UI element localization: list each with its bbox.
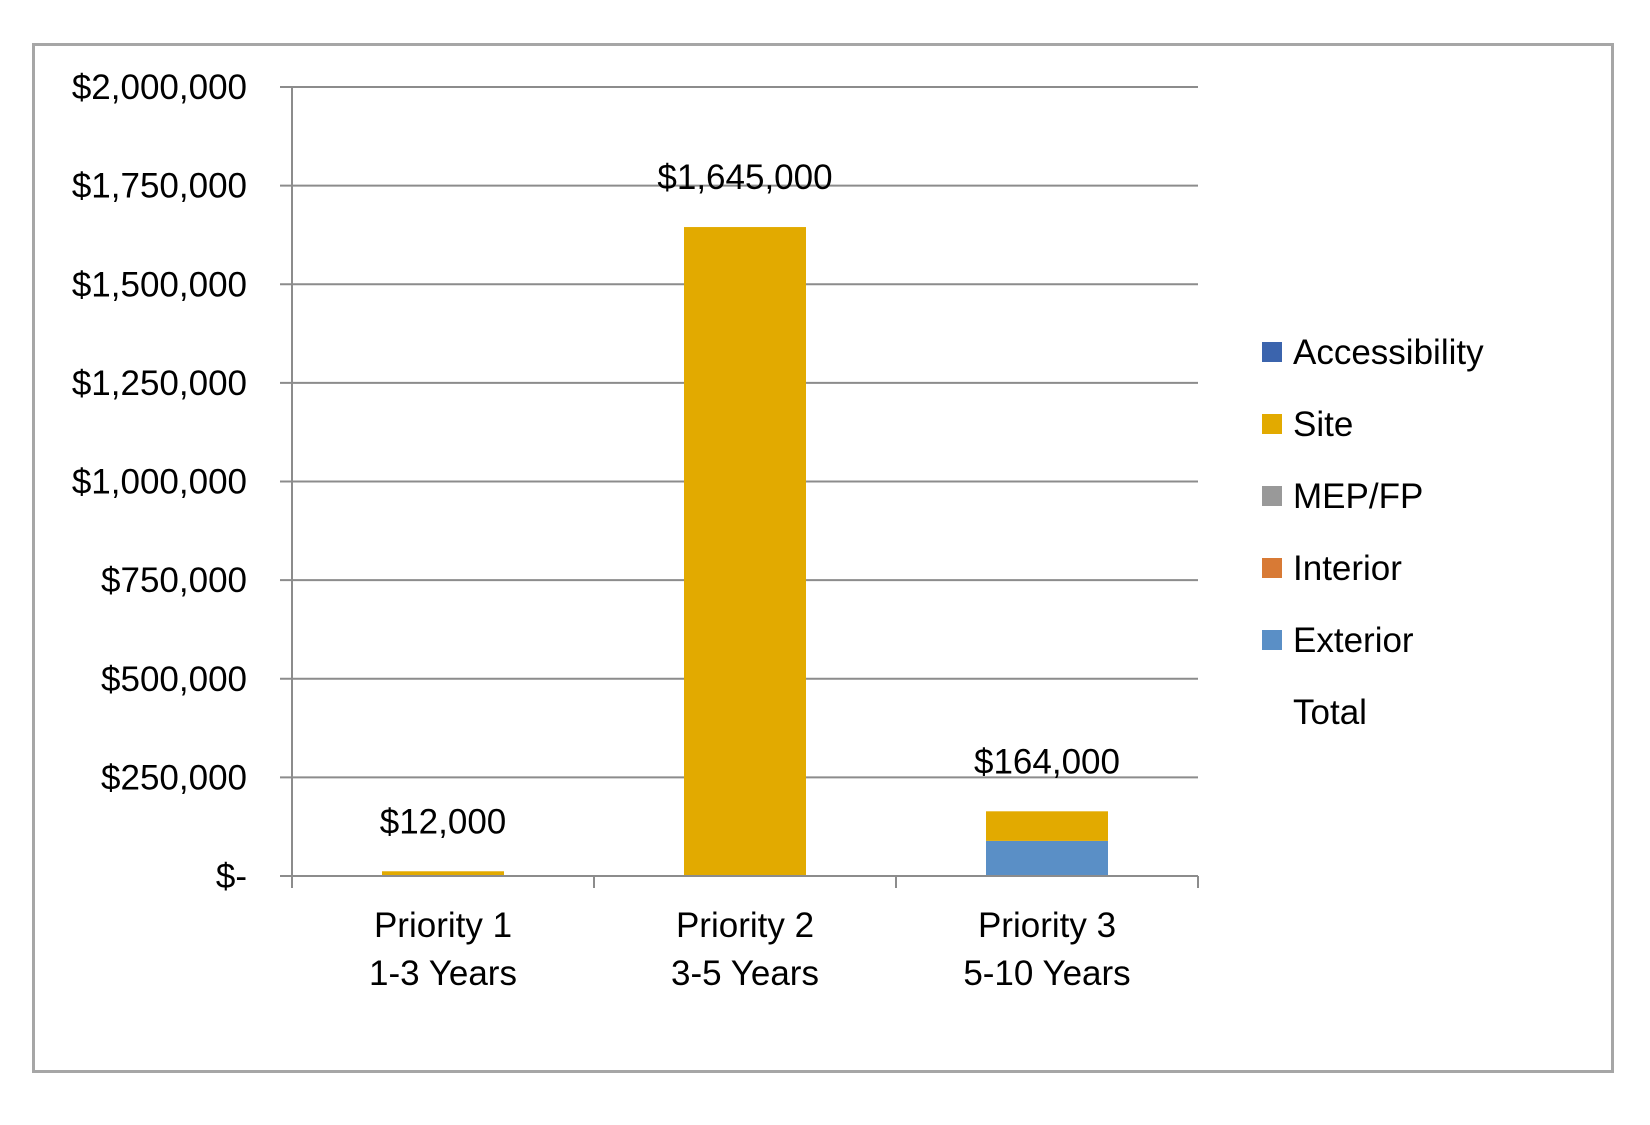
bar-site-1	[382, 871, 504, 876]
data-label-total: $164,000	[974, 742, 1120, 781]
legend-swatch-3	[1262, 486, 1282, 506]
x-category-label: 5-10 Years	[963, 954, 1130, 993]
y-tick-label: $-	[216, 857, 247, 896]
legend: Accessibility Site MEP/FP Interior Exterior T…	[1262, 333, 1484, 732]
legend-label: Site	[1293, 405, 1353, 444]
chart-frame	[32, 43, 1614, 1073]
y-tick-label: $250,000	[101, 758, 247, 797]
legend-swatch-5	[1262, 630, 1282, 650]
legend-swatch-4	[1262, 558, 1282, 578]
y-tick-label: $1,500,000	[72, 265, 247, 304]
x-category-label: 3-5 Years	[671, 954, 819, 993]
bar-exterior-3	[986, 840, 1108, 876]
data-label-total: $12,000	[380, 802, 507, 841]
legend-swatch-2	[1262, 414, 1282, 434]
y-tick-label: $2,000,000	[72, 68, 247, 107]
legend-swatch-1	[1262, 342, 1282, 362]
bar-site-2	[684, 227, 806, 877]
labels: $- $250,000 $500,000 $750,000 $1,000,000 $1,2…	[72, 68, 1131, 993]
x-category-label: Priority 3	[978, 906, 1116, 945]
y-tick-label: $500,000	[101, 660, 247, 699]
axes	[280, 86, 1199, 888]
bars	[382, 227, 1108, 877]
legend-label: Interior	[1293, 549, 1402, 588]
legend-label: Accessibility	[1293, 333, 1484, 372]
x-category-label: Priority 1	[374, 906, 512, 945]
x-category-label: 1-3 Years	[369, 954, 517, 993]
legend-label: MEP/FP	[1293, 477, 1423, 516]
bar-site-3	[986, 811, 1108, 841]
x-category-label: Priority 2	[676, 906, 814, 945]
legend-label: Exterior	[1293, 621, 1414, 660]
y-tick-label: $750,000	[101, 561, 247, 600]
y-tick-label: $1,000,000	[72, 463, 247, 502]
y-tick-label: $1,250,000	[72, 364, 247, 403]
legend-label: Total	[1293, 693, 1367, 732]
data-label-total: $1,645,000	[657, 158, 832, 197]
y-tick-label: $1,750,000	[72, 167, 247, 206]
